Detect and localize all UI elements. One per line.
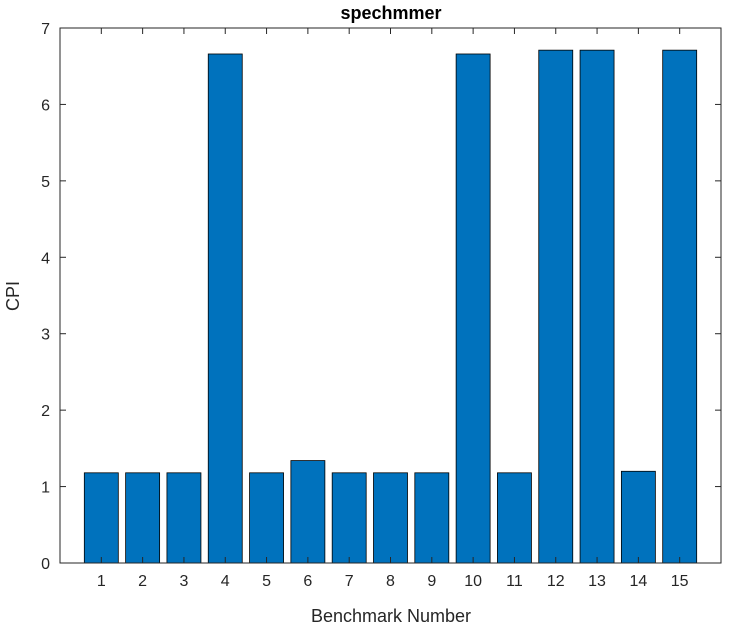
bar-15 — [662, 49, 698, 564]
x-tick-label: 12 — [547, 573, 565, 590]
x-tick-label: 1 — [97, 573, 106, 590]
bar-13 — [579, 49, 615, 564]
bar-12 — [538, 49, 574, 564]
x-tick-label: 2 — [138, 573, 147, 590]
y-tick-label: 5 — [41, 174, 50, 191]
bar-1 — [83, 472, 119, 564]
bar-8 — [373, 472, 408, 564]
x-tick-label: 7 — [345, 573, 354, 590]
bar-5 — [249, 472, 284, 564]
y-tick-label: 3 — [41, 327, 50, 344]
y-axis-ticks: 0 1 2 3 4 5 6 7 — [41, 21, 721, 573]
y-tick-label: 4 — [41, 250, 50, 267]
bar-7 — [331, 472, 367, 564]
bar-9 — [414, 472, 450, 564]
x-tick-label: 6 — [303, 573, 312, 590]
x-tick-label: 5 — [262, 573, 271, 590]
x-tick-label: 10 — [464, 573, 482, 590]
bar-2 — [125, 472, 161, 564]
x-tick-label: 11 — [506, 573, 523, 590]
x-tick-label: 9 — [427, 573, 436, 590]
y-tick-label: 1 — [41, 480, 50, 497]
y-tick-label: 6 — [41, 97, 50, 114]
chart-title: spechmmer — [340, 3, 441, 23]
x-tick-label: 14 — [629, 573, 647, 590]
x-axis-ticks: 1 2 3 4 5 6 7 8 9 10 11 12 13 14 15 — [97, 28, 689, 590]
x-tick-label: 3 — [179, 573, 188, 590]
y-axis-label: CPI — [3, 281, 23, 311]
y-tick-label: 0 — [41, 556, 50, 573]
bar-6 — [290, 460, 326, 564]
x-tick-label: 15 — [671, 573, 689, 590]
y-tick-label: 2 — [41, 403, 50, 420]
bar-11 — [497, 472, 532, 564]
x-tick-label: 4 — [221, 573, 230, 590]
y-tick-label: 7 — [41, 21, 50, 38]
bar-3 — [166, 472, 202, 564]
x-tick-label: 13 — [588, 573, 606, 590]
x-axis-label: Benchmark Number — [311, 606, 471, 626]
bar-14 — [620, 470, 656, 564]
bars-group — [83, 49, 698, 564]
bar-10 — [455, 53, 491, 564]
x-tick-label: 8 — [386, 573, 395, 590]
bar-4 — [207, 53, 243, 564]
